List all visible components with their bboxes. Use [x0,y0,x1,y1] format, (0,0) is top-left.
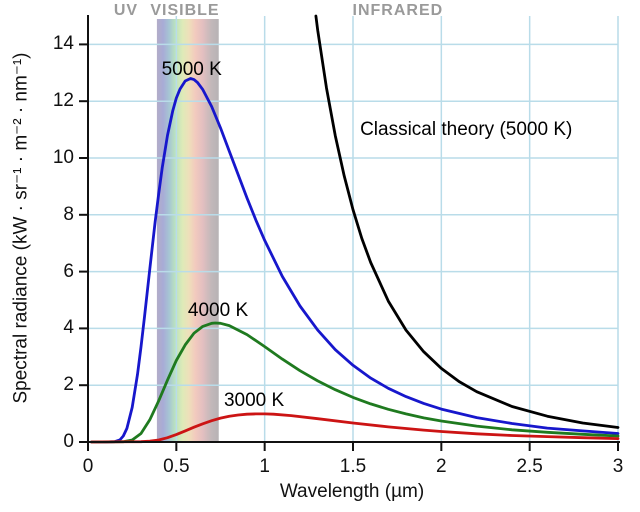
curve-4000k [90,321,620,444]
curve-classical-theory [314,14,620,429]
visible-spectrum-band [156,19,219,442]
curve-5000k [90,77,620,444]
curve-3000k [90,412,620,444]
